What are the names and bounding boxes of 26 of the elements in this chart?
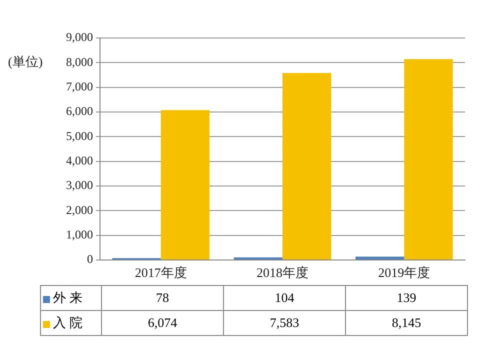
legend-label: 入 院 xyxy=(40,310,102,336)
data-label: 139 xyxy=(346,286,468,310)
y-tick-label: 0 xyxy=(87,252,93,266)
y-tick-label: 2,000 xyxy=(66,202,93,217)
bar xyxy=(404,59,453,260)
data-label: 7,583 xyxy=(224,310,346,336)
y-axis-title: (単位) xyxy=(8,54,43,70)
bar xyxy=(282,72,332,260)
bar xyxy=(356,256,404,260)
bar xyxy=(160,110,210,260)
y-tick-label: 4,000 xyxy=(66,153,93,168)
y-tick-label: 8,000 xyxy=(66,54,93,69)
data-label: 8,145 xyxy=(346,310,468,336)
data-label: 78 xyxy=(102,286,224,310)
y-tick-label: 5,000 xyxy=(66,128,93,143)
x-tick-label: 2018年度 xyxy=(256,265,308,280)
x-tick-label: 2019年度 xyxy=(378,265,430,280)
y-tick-label: 1,000 xyxy=(66,227,93,242)
x-tick-label: 2017年度 xyxy=(134,265,187,280)
y-tick-label: 7,000 xyxy=(66,79,93,94)
data-label: 6,074 xyxy=(102,310,224,336)
legend-label: 外 来 xyxy=(40,286,102,310)
y-tick-label: 3,000 xyxy=(66,178,93,192)
y-tick-label: 9,000 xyxy=(66,30,93,44)
data-label: 104 xyxy=(224,286,346,310)
y-tick-label: 6,000 xyxy=(66,104,93,118)
